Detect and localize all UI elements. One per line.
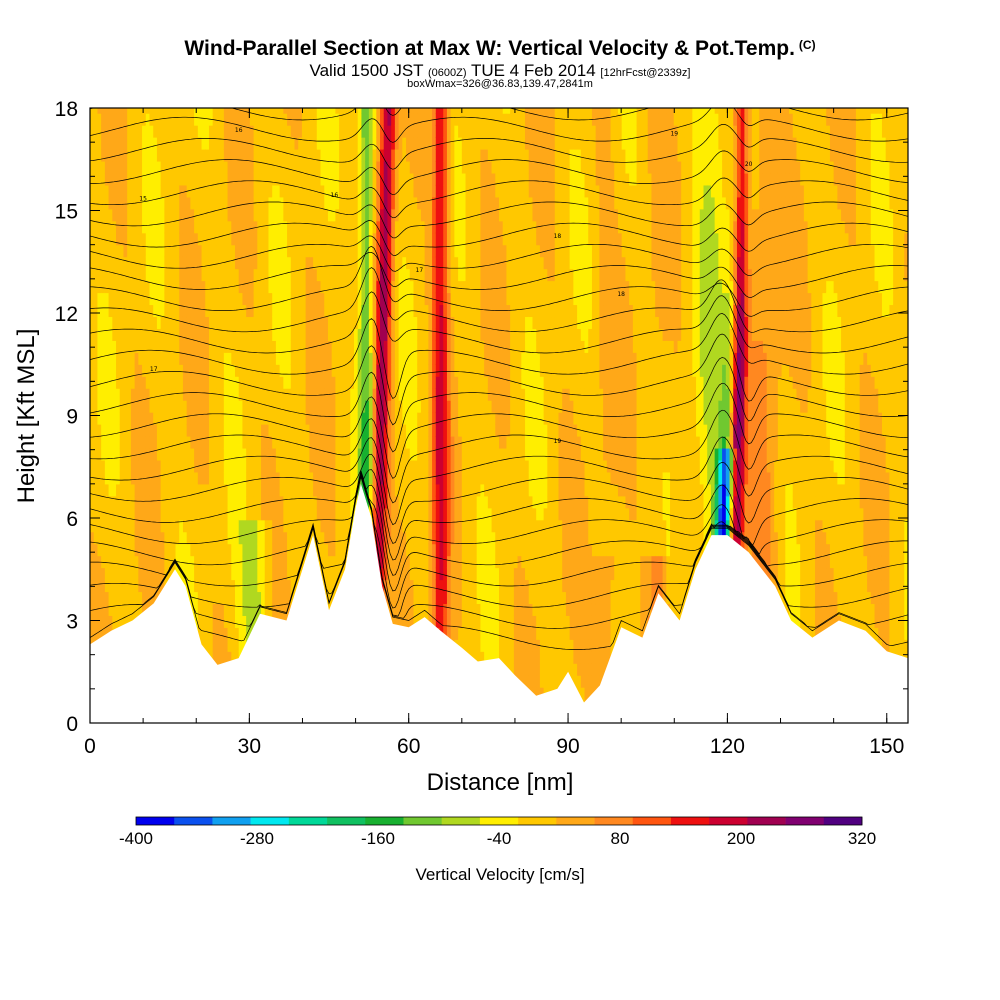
colorbar-swatch [518, 817, 557, 825]
colorbar-label: 80 [611, 829, 630, 848]
colorbar-label: -160 [361, 829, 395, 848]
terrain-mask [90, 483, 908, 723]
colorbar-swatch [747, 817, 786, 825]
potential-temperature-contours: 15 16 16 17 17 18 18 19 19 20 [90, 108, 908, 650]
x-tick-label: 0 [84, 735, 96, 758]
colorbar: -400 -280 -160 -40 80 200 320 [119, 816, 876, 848]
theta-contour-label: 19 [554, 438, 562, 445]
theta-contour [90, 471, 908, 592]
colorbar-swatch [823, 817, 863, 825]
colorbar-swatch [403, 817, 442, 825]
colorbar-label: -280 [240, 829, 274, 848]
theta-contour-label: 15 [139, 195, 147, 202]
colorbar-swatch [670, 817, 710, 825]
y-tick-label: 15 [55, 201, 78, 224]
colorbar-title: Vertical Velocity [cm/s] [415, 865, 584, 884]
theta-contour [90, 150, 908, 196]
theta-contour [90, 357, 908, 453]
theta-contour [90, 453, 908, 544]
x-tick-label: 90 [556, 735, 579, 758]
theta-contour-label: 16 [235, 127, 243, 134]
colorbar-label: -400 [119, 829, 153, 848]
theta-contour-label: 20 [745, 161, 753, 168]
theta-contour [90, 235, 908, 277]
colorbar-swatch [174, 817, 213, 825]
chart-subtitle: Valid 1500 JST (0600Z) TUE 4 Feb 2014 [1… [0, 61, 1000, 81]
theta-contour [90, 469, 908, 561]
x-tick-label: 30 [238, 735, 261, 758]
theta-contour-label: 16 [331, 192, 339, 199]
colorbar-swatch [136, 817, 175, 825]
colorbar-frame [135, 816, 863, 826]
forecast-info: [12hrFcst@2339z] [600, 67, 691, 79]
x-tick-label: 60 [397, 735, 420, 758]
y-tick-label: 18 [55, 98, 78, 121]
theta-contour [90, 382, 908, 479]
theta-contour [90, 436, 908, 526]
colorbar-swatch [250, 817, 290, 825]
colorbar-swatch [441, 817, 481, 825]
colorbar-swatch [709, 817, 748, 825]
theta-contour [90, 409, 908, 504]
colorbar-swatch [479, 817, 519, 825]
colorbar-label: 320 [848, 829, 876, 848]
y-tick-label: 12 [55, 303, 78, 326]
theta-contour-label: 18 [617, 291, 625, 298]
x-axis-title: Distance [nm] [427, 769, 574, 796]
colorbar-swatch [212, 817, 251, 825]
theta-contour [90, 220, 908, 256]
x-tick-label: 120 [710, 735, 745, 758]
colorbar-swatch [785, 817, 825, 825]
colorbar-swatch [288, 817, 328, 825]
theta-contour [90, 108, 908, 143]
valid-time-utc: (0600Z) [427, 67, 467, 79]
theta-contour [90, 267, 908, 333]
terrain [90, 483, 908, 723]
y-tick-label: 3 [66, 611, 78, 634]
x-tick-label: 150 [869, 735, 904, 758]
valid-date: TUE 4 Feb 2014 [470, 61, 596, 80]
theta-contour-label: 17 [416, 267, 424, 274]
colorbar-swatch [632, 817, 672, 825]
chart-title: Wind-Parallel Section at Max W: Vertical… [0, 37, 1000, 61]
y-tick-label: 6 [66, 508, 78, 531]
box-wmax-label: boxWmax=326@36.83,139.47,2841m [407, 78, 593, 90]
theta-contour-label: 19 [670, 130, 678, 137]
axes: 0 30 60 90 120 150 0 3 6 9 12 15 18 [55, 98, 908, 758]
theta-contour [90, 245, 908, 317]
theta-contour [90, 470, 908, 576]
valid-time: Valid 1500 JST [309, 61, 424, 80]
colorbar-swatch [594, 817, 634, 825]
y-axis-title: Height [Kft MSL] [13, 329, 40, 504]
colorbar-swatch [556, 817, 595, 825]
theta-contour [90, 474, 908, 629]
theta-contour [90, 177, 908, 219]
colorbar-label: 200 [727, 829, 755, 848]
colorbar-label: -40 [487, 829, 512, 848]
theta-contour-label: 18 [554, 233, 562, 240]
theta-contour [90, 333, 908, 426]
theta-contour [90, 472, 908, 609]
theta-contour-label: 17 [150, 366, 158, 373]
y-tick-label: 9 [66, 406, 78, 429]
theta-contour [90, 291, 908, 354]
theta-contour [90, 473, 908, 617]
theta-contour [90, 252, 908, 298]
colorbar-swatch [327, 817, 366, 825]
theta-contour [90, 201, 908, 239]
theta-contour [90, 475, 908, 650]
chart-title-text: Wind-Parallel Section at Max W: Vertical… [184, 37, 795, 60]
theta-contour [90, 313, 908, 400]
chart-title-mark: (C) [798, 38, 816, 52]
y-tick-label: 0 [66, 713, 78, 736]
theta-contour [90, 124, 908, 170]
colorbar-swatch [365, 817, 404, 825]
